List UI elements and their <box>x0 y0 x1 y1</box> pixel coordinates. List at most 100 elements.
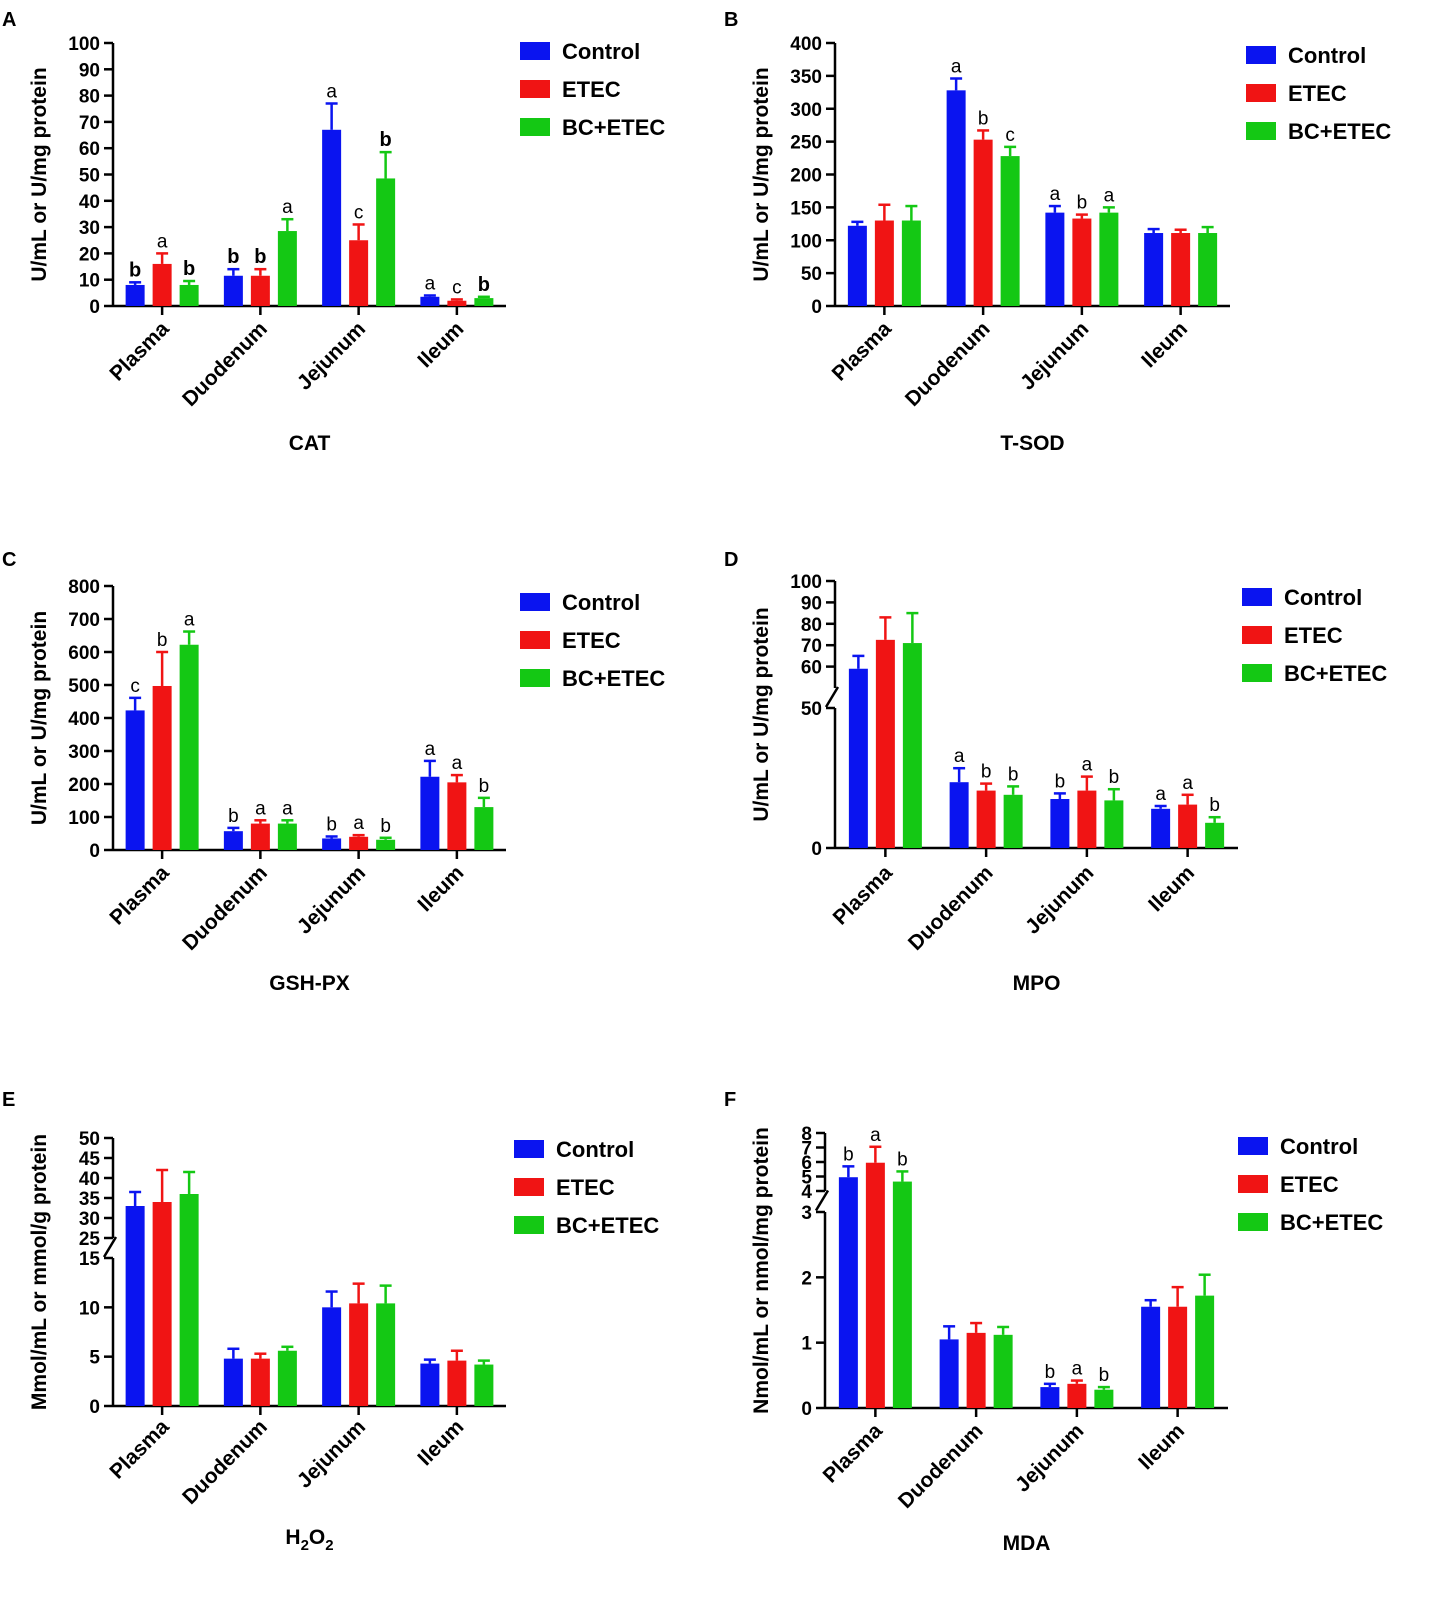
y-tick-label: 600 <box>68 643 100 664</box>
y-tick-label: 200 <box>68 775 100 796</box>
y-tick-label: 60 <box>79 139 100 160</box>
bar-control-plasma <box>125 1206 145 1406</box>
y-tick-label: 80 <box>801 615 822 636</box>
significance-letter: a <box>184 610 195 631</box>
bar-control-jejunum <box>322 129 342 306</box>
legend-label: Control <box>556 1137 634 1162</box>
bar-etec-jejunum <box>349 1303 369 1406</box>
significance-letter: b <box>157 630 168 651</box>
significance-letter: a <box>282 798 293 819</box>
significance-letter: c <box>130 676 140 697</box>
y-tick-label: 45 <box>79 1149 101 1170</box>
y-tick-label: 50 <box>79 166 100 187</box>
y-axis-label: U/mL or U/mg protein <box>28 611 51 825</box>
significance-letter: a <box>1050 184 1061 205</box>
y-tick-label: 3 <box>801 1203 812 1224</box>
axis-break-mark <box>824 686 840 708</box>
bar-control-duodenum <box>223 831 243 850</box>
y-tick-label: 700 <box>68 610 100 631</box>
y-tick-label: 200 <box>790 166 822 187</box>
significance-letter: a <box>951 57 962 78</box>
significance-letter: b <box>228 806 239 827</box>
y-tick-label: 150 <box>790 198 822 219</box>
bar-control-ileum <box>420 776 440 850</box>
bar-etec-ileum <box>1168 1306 1188 1408</box>
y-tick-label: 400 <box>68 709 100 730</box>
legend-swatch-bcetec <box>1242 664 1272 682</box>
significance-letter: a <box>1155 784 1166 805</box>
significance-letter: a <box>1182 773 1193 794</box>
bar-etec-duodenum <box>250 1358 270 1406</box>
significance-letter: a <box>1082 755 1093 776</box>
significance-letter: a <box>452 753 463 774</box>
significance-letter: b <box>1209 795 1220 816</box>
bar-bcetec-ileum <box>474 1364 494 1406</box>
y-tick-label: 4 <box>801 1182 812 1203</box>
legend-swatch-bcetec <box>514 1216 544 1234</box>
y-tick-label: 300 <box>790 100 822 121</box>
panel-letter-A: A <box>2 9 16 31</box>
legend-swatch-control <box>1242 588 1272 606</box>
y-tick-label: 6 <box>801 1153 812 1174</box>
significance-letter: b <box>129 259 141 281</box>
chart-title: MDA <box>1003 1532 1051 1555</box>
legend-label: Control <box>562 39 640 64</box>
category-label-jejunum: Jejunum <box>293 317 370 394</box>
bar-etec-jejunum <box>349 240 369 306</box>
y-tick-label: 50 <box>79 1129 100 1150</box>
bar-control-plasma <box>838 1177 858 1408</box>
bar-etec-jejunum <box>349 836 369 850</box>
title-part: H <box>285 1526 300 1549</box>
category-label-duodenum: Duodenum <box>178 317 272 411</box>
panel-letter-C: C <box>2 549 16 571</box>
chart-title: H2O2 <box>285 1526 333 1554</box>
bar-bcetec-jejunum <box>376 178 396 306</box>
y-tick-label: 80 <box>79 87 100 108</box>
significance-letter: a <box>353 813 364 834</box>
category-label-duodenum: Duodenum <box>901 317 995 411</box>
significance-letter: a <box>1072 1359 1083 1380</box>
panel-letter-B: B <box>724 9 738 31</box>
bar-etec-plasma <box>875 639 895 848</box>
bar-etec-plasma <box>152 685 172 850</box>
category-label-plasma: Plasma <box>819 1419 887 1487</box>
legend-swatch-control <box>520 593 550 611</box>
bar-bcetec-jejunum <box>376 1303 396 1406</box>
significance-letter: b <box>1045 1362 1056 1383</box>
y-tick-label: 90 <box>79 60 100 81</box>
bar-bcetec-duodenum <box>277 1350 297 1406</box>
bar-bcetec-duodenum <box>277 823 297 850</box>
bar-bcetec-duodenum <box>277 231 297 306</box>
significance-letter: a <box>1104 185 1115 206</box>
bar-bcetec-duodenum <box>1000 156 1020 306</box>
category-label-duodenum: Duodenum <box>178 861 272 955</box>
y-tick-label: 20 <box>79 244 100 265</box>
title-part: O <box>309 1526 325 1549</box>
bar-control-duodenum <box>939 1339 959 1408</box>
significance-letter: b <box>897 1149 908 1170</box>
bar-control-duodenum <box>949 782 969 848</box>
bar-bcetec-ileum <box>474 298 494 306</box>
y-axis-label: Nmol/mL or nmol/mg protein <box>750 1127 773 1414</box>
y-tick-label: 300 <box>68 742 100 763</box>
y-tick-label: 0 <box>89 841 100 862</box>
bar-control-jejunum <box>1050 799 1070 848</box>
y-tick-label: 50 <box>801 264 822 285</box>
bar-control-ileum <box>1141 1306 1161 1408</box>
bar-bcetec-ileum <box>1205 822 1225 848</box>
y-tick-label: 100 <box>68 34 100 55</box>
bar-etec-ileum <box>447 300 467 306</box>
y-tick-label: 1 <box>801 1334 812 1355</box>
legend-swatch-etec <box>520 631 550 649</box>
bar-etec-ileum <box>447 1360 467 1406</box>
bar-control-duodenum <box>946 90 966 306</box>
bar-etec-jejunum <box>1072 218 1092 306</box>
chart-title: T-SOD <box>1000 432 1064 455</box>
bar-etec-jejunum <box>1077 790 1097 848</box>
y-tick-label: 0 <box>811 839 822 860</box>
bar-bcetec-ileum <box>1195 1295 1215 1408</box>
significance-letter: a <box>954 746 965 767</box>
y-tick-label: 5 <box>801 1168 812 1189</box>
significance-letter: c <box>452 277 462 298</box>
